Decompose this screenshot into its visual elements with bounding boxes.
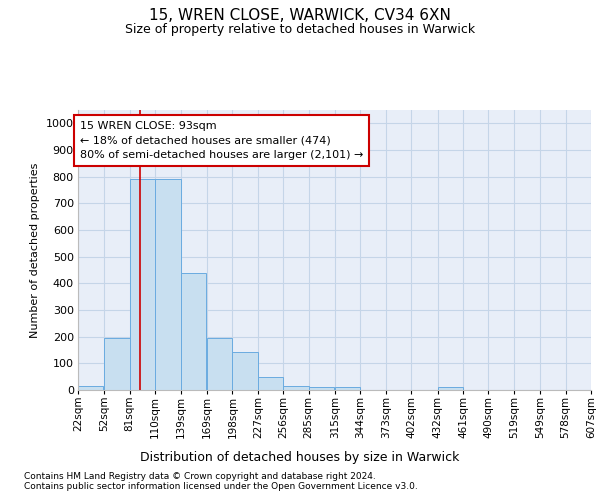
Bar xyxy=(78,386,103,390)
Bar xyxy=(181,272,206,390)
Text: Contains public sector information licensed under the Open Government Licence v3: Contains public sector information licen… xyxy=(24,482,418,491)
Bar xyxy=(258,377,283,390)
Text: 15, WREN CLOSE, WARWICK, CV34 6XN: 15, WREN CLOSE, WARWICK, CV34 6XN xyxy=(149,8,451,22)
Bar xyxy=(104,338,130,390)
Bar xyxy=(283,386,308,390)
Bar xyxy=(232,352,258,390)
Bar xyxy=(155,178,181,390)
Text: Contains HM Land Registry data © Crown copyright and database right 2024.: Contains HM Land Registry data © Crown c… xyxy=(24,472,376,481)
Text: 15 WREN CLOSE: 93sqm
← 18% of detached houses are smaller (474)
80% of semi-deta: 15 WREN CLOSE: 93sqm ← 18% of detached h… xyxy=(80,120,363,160)
Bar xyxy=(437,388,463,390)
Bar xyxy=(335,387,361,390)
Text: Size of property relative to detached houses in Warwick: Size of property relative to detached ho… xyxy=(125,22,475,36)
Bar xyxy=(207,338,232,390)
Bar xyxy=(130,178,155,390)
Bar xyxy=(308,387,334,390)
Y-axis label: Number of detached properties: Number of detached properties xyxy=(30,162,40,338)
Text: Distribution of detached houses by size in Warwick: Distribution of detached houses by size … xyxy=(140,451,460,464)
